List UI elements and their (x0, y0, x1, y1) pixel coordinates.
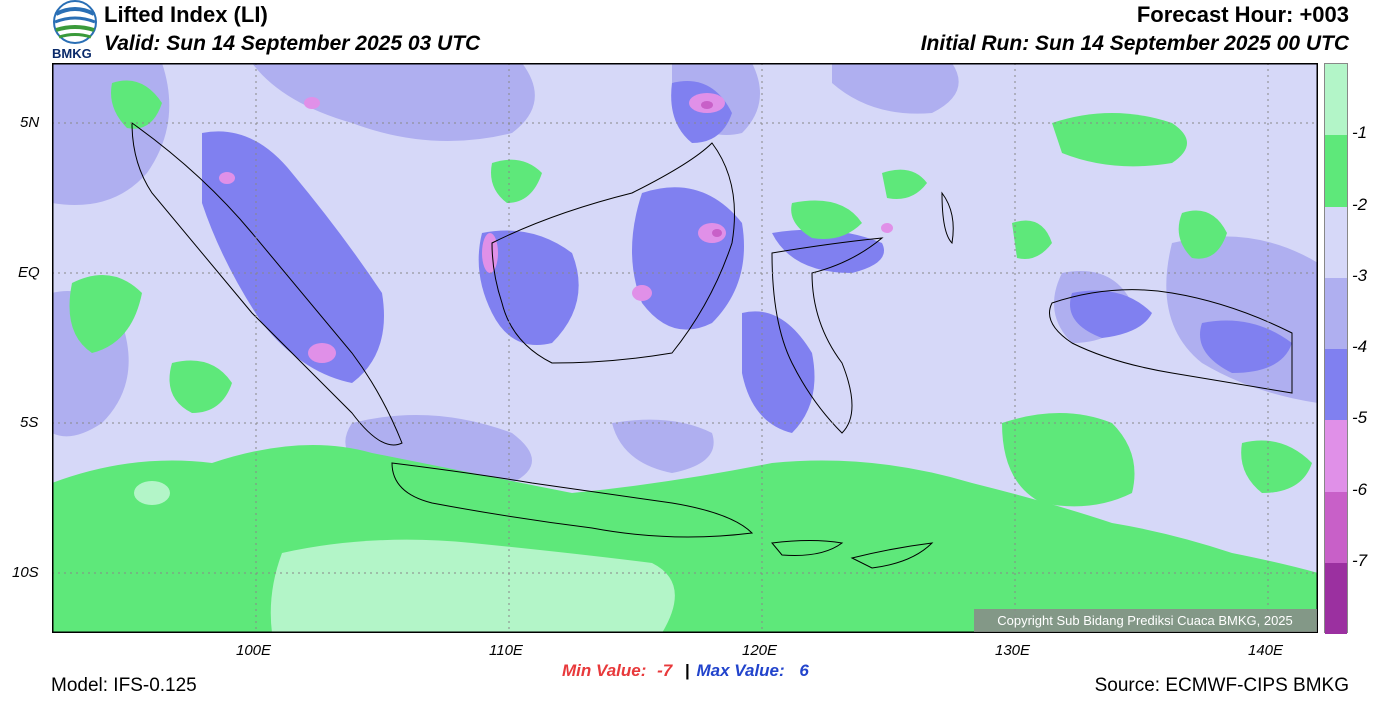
min-value: -7 (657, 661, 673, 680)
li-band-ge-1 (134, 481, 675, 633)
legend-swatch (1325, 420, 1347, 492)
legend-label: -5 (1352, 408, 1368, 428)
copyright-box (974, 609, 1317, 632)
lifted-index-map: Copyright Sub Bidang Prediksi Cuaca BMKG… (52, 63, 1318, 633)
lon-label-100e: 100E (236, 642, 272, 659)
legend-label: -7 (1352, 550, 1368, 570)
copyright-text: Copyright Sub Bidang Prediksi Cuaca BMKG… (997, 613, 1293, 628)
source-info: Source: ECMWF-CIPS BMKG (1094, 675, 1349, 696)
lat-label-eq: EQ (18, 264, 40, 281)
lat-label-5s: 5S (20, 414, 39, 431)
legend-swatch (1325, 206, 1347, 278)
bmkg-logo: BMKG (50, 0, 100, 62)
lat-label-5n: 5N (20, 114, 40, 131)
sumbawa-outline (771, 540, 844, 556)
java-outline (391, 462, 754, 538)
borneo-outline (491, 142, 735, 364)
timor-outline (850, 542, 934, 569)
legend-colorbar (1324, 63, 1348, 634)
min-max-values: Min Value: -7 | Max Value: 6 (562, 661, 809, 681)
legend-swatch (1325, 64, 1347, 136)
max-value-label: Max Value: (696, 661, 785, 680)
sumatra-outline (131, 122, 403, 446)
lon-label-110e: 110E (489, 642, 523, 659)
legend-swatch (1325, 562, 1347, 634)
valid-time: Valid: Sun 14 September 2025 03 UTC (104, 32, 481, 55)
coastlines (131, 122, 1293, 569)
bmkg-logo-emblem (53, 0, 97, 44)
sulawesi-outline (771, 237, 884, 434)
legend-swatch (1325, 491, 1347, 563)
lon-label-120e: 120E (742, 642, 778, 659)
halmahera-outline (941, 191, 954, 245)
legend-swatch (1325, 277, 1347, 349)
legend-swatch (1325, 349, 1347, 421)
legend-swatch (1325, 135, 1347, 207)
model-info: Model: IFS-0.125 (51, 675, 197, 696)
legend-label: -6 (1352, 479, 1368, 499)
papua-outline (1049, 289, 1293, 394)
initial-run: Initial Run: Sun 14 September 2025 00 UT… (920, 32, 1349, 55)
min-value-label: Min Value: (562, 661, 647, 680)
legend-label: -1 (1352, 123, 1368, 143)
legend-label: -2 (1352, 194, 1368, 214)
legend-label: -4 (1352, 337, 1368, 356)
map-grid (52, 63, 1318, 633)
legend-label: -3 (1352, 265, 1368, 285)
map-border (52, 63, 1318, 633)
forecast-hour: Forecast Hour: +003 (1136, 2, 1349, 27)
max-value: 6 (799, 661, 809, 680)
chart-title: Lifted Index (LI) (104, 2, 268, 27)
lat-label-10s: 10S (12, 564, 39, 581)
lon-label-140e: 140E (1248, 642, 1284, 659)
logo-text: BMKG (52, 46, 92, 61)
min-max-separator: | (684, 661, 690, 680)
li-band-6-7 (701, 101, 722, 237)
lon-label-130e: 130E (995, 642, 1031, 659)
